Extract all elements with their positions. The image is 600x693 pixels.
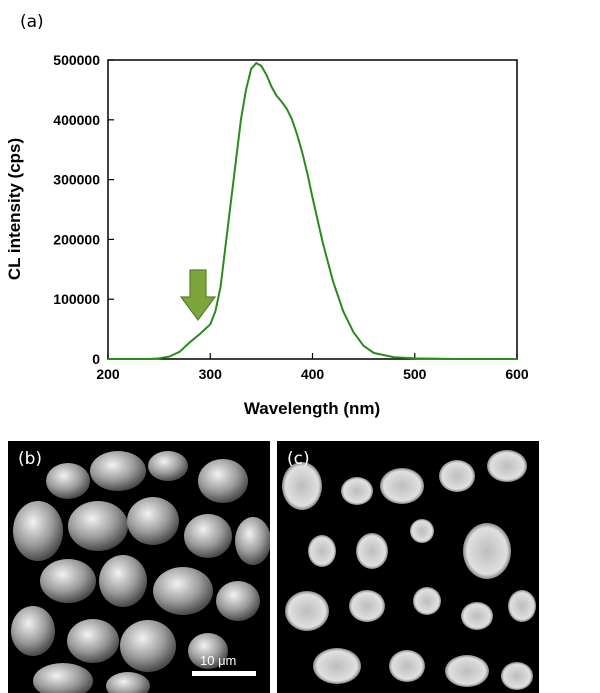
cl-image-panel-c: (c) bbox=[277, 441, 539, 693]
cl-particles-image bbox=[282, 450, 536, 690]
y-tick-label: 200000 bbox=[53, 231, 100, 247]
y-axis-title: CL intensity (cps) bbox=[5, 138, 24, 280]
panel-a-label: (a) bbox=[20, 12, 44, 32]
sem-image-panel-b: (b) 10 μm bbox=[8, 441, 270, 693]
x-axis-title: Wavelength (nm) bbox=[244, 399, 380, 418]
y-ticks: 0 100000 200000 300000 400000 500000 bbox=[53, 52, 114, 367]
y-tick-label: 0 bbox=[92, 351, 100, 367]
cl-spectrum-chart: 200 300 400 500 600 0 100000 200000 300000 40000… bbox=[5, 52, 529, 418]
y-tick-label: 400000 bbox=[53, 112, 100, 128]
scale-bar-label: 10 μm bbox=[200, 653, 237, 668]
panel-b-label: (b) bbox=[18, 449, 43, 469]
x-tick-label: 200 bbox=[96, 366, 120, 382]
x-tick-label: 300 bbox=[199, 366, 223, 382]
sem-particles-image bbox=[11, 451, 270, 693]
series-line bbox=[108, 61, 517, 360]
y-tick-label: 300000 bbox=[53, 172, 100, 188]
plot-frame bbox=[107, 59, 518, 360]
shoulder-arrow-icon bbox=[179, 269, 217, 322]
x-tick-label: 400 bbox=[301, 366, 325, 382]
scale-bar bbox=[192, 671, 256, 676]
x-tick-label: 600 bbox=[505, 366, 529, 382]
y-tick-label: 100000 bbox=[53, 291, 100, 307]
x-tick-label: 500 bbox=[403, 366, 427, 382]
panel-c-label: (c) bbox=[287, 449, 310, 469]
y-tick-label: 500000 bbox=[53, 52, 100, 68]
